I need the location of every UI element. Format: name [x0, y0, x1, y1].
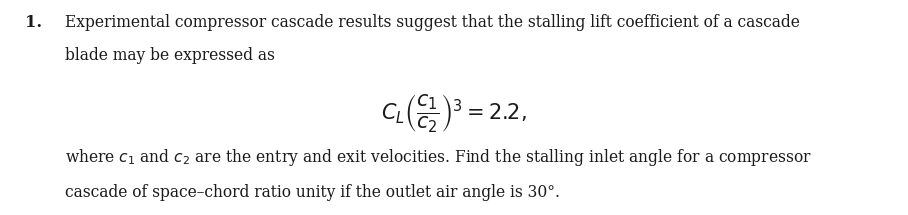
Text: blade may be expressed as: blade may be expressed as: [65, 47, 275, 64]
Text: cascade of space–chord ratio unity if the outlet air angle is 30°.: cascade of space–chord ratio unity if th…: [65, 184, 560, 201]
Text: Experimental compressor cascade results suggest that the stalling lift coefficie: Experimental compressor cascade results …: [65, 14, 800, 31]
Text: $C_L\left(\dfrac{c_1}{c_2}\right)^{3} = 2.2,$: $C_L\left(\dfrac{c_1}{c_2}\right)^{3} = …: [381, 92, 527, 134]
Text: 1.: 1.: [25, 14, 43, 31]
Text: where $c_1$ and $c_2$ are the entry and exit velocities. Find the stalling inlet: where $c_1$ and $c_2$ are the entry and …: [65, 147, 813, 168]
